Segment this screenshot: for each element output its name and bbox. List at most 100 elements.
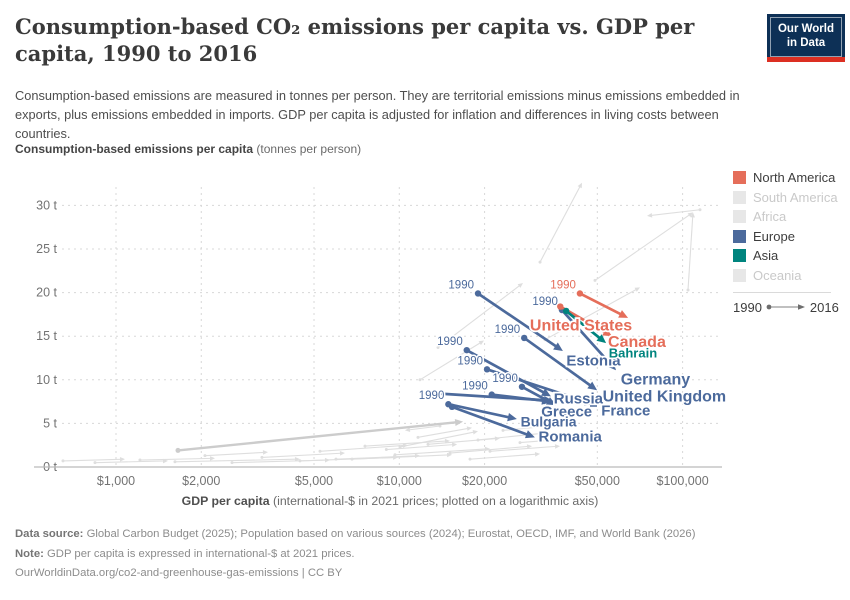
start-dot [518,383,526,390]
year-label: 1990 [462,381,488,393]
country-label-france[interactable]: France [599,401,652,422]
arrowhead [554,444,561,449]
footer-note: Note: GDP per capita is expressed in int… [15,547,355,560]
start-dot [468,457,472,461]
country-label-russia[interactable]: Russia [552,389,605,410]
year-label: 1990 [492,373,518,385]
country-label-canada[interactable]: Canada [606,332,667,353]
start-dot [230,461,234,465]
arrowhead [262,450,269,455]
arrowhead [618,310,629,318]
start-dot [61,459,65,463]
year-label: 1990 [495,324,521,336]
start-dot [518,441,522,445]
background-arrow [350,452,453,461]
arrowhead [634,287,641,292]
year-label: 1990 [437,336,463,348]
arrowhead [587,381,598,391]
legend-swatch [733,229,746,243]
year-label: 1990 [419,390,445,402]
arrowhead [209,456,216,461]
footer: Data source: Global Carbon Budget (2025)… [15,527,835,586]
arrowhead [690,212,695,218]
legend-label: Oceania [753,267,802,283]
arrowhead [494,436,500,441]
legend-swatch [733,249,746,262]
legend-item-south-america[interactable]: South America [733,190,845,205]
country-label-romania[interactable]: Romania [537,427,605,448]
start-dot [424,389,432,397]
legend-label: Africa [753,209,787,224]
legend-label: Europe [753,228,795,244]
x-tick-label: $50,000 [575,474,620,488]
background-arrow [398,429,479,449]
background-arrow-thick [175,418,464,453]
country-label-bulgaria[interactable]: Bulgaria [519,412,579,432]
year-label: 1990 [550,279,576,291]
x-tick-label: $10,000 [377,474,422,488]
y-axis-title: Consumption-based emissions per capita (… [15,142,362,156]
arrowhead [404,427,411,433]
country-label-germany[interactable]: Germany [619,370,692,391]
page-subtitle: Consumption-based emissions are measured… [15,88,740,141]
start-dot [521,334,528,342]
background-arrow [476,431,546,442]
start-dot [448,403,456,411]
start-dot [93,461,97,465]
background-arrow [647,208,702,218]
legend-swatch [733,190,746,204]
footer-url[interactable]: OurWorldinData.org/co2-and-greenhouse-ga… [15,567,343,579]
background-arrow [418,340,485,382]
country-label-greece[interactable]: Greece [540,402,594,423]
legend-item-africa[interactable]: Africa [733,209,845,224]
x-tick-label: $1,000 [97,474,135,488]
arrow-russia [463,346,551,397]
start-dot [448,451,452,455]
background-arrow [230,457,330,465]
start-dot [260,455,264,459]
country-label-bahrain[interactable]: Bahrain [607,344,659,363]
start-dot [318,449,322,453]
arrowhead [451,442,458,447]
country-label-estonia[interactable]: Estonia [565,351,623,372]
legend-item-oceania[interactable]: Oceania [733,268,845,283]
owid-logo-text: Our World in Data [770,17,842,57]
arrowhead [582,435,589,441]
y-tick-label: 10 t [36,373,57,387]
arrowhead [534,451,541,457]
start-dot [436,346,440,350]
background-arrow [384,442,458,452]
y-tick-label: 30 t [36,198,57,212]
range-arrow-icon [766,304,805,310]
legend-item-north-america[interactable]: North America [733,170,845,185]
legend: North America South America Africa Europe As… [733,170,845,315]
arrowhead [446,452,453,458]
range-end-year: 2016 [809,299,839,315]
y-tick-label: 20 t [36,286,57,300]
y-tick-label: 25 t [36,242,57,256]
background-arrow [593,212,694,282]
arrowhead [119,456,126,462]
arrowhead [687,212,694,218]
year-label: 1990 [448,279,474,291]
start-dot [363,444,367,448]
start-dot [334,457,338,461]
start-dot [398,445,402,449]
background-arrow [448,444,533,455]
country-label-united-states[interactable]: United States [528,316,634,337]
arrowhead [602,328,613,337]
start-dot [138,458,142,462]
arrowhead [606,360,617,371]
start-dot [384,448,388,452]
start-dot [476,438,480,442]
country-label-united-kingdom[interactable]: United Kingdom [601,387,728,408]
start-dot [576,290,584,297]
legend-item-europe[interactable]: Europe [733,229,845,244]
background-arrow [138,456,216,462]
owid-logo[interactable]: Our World in Data [767,14,845,62]
start-dot [483,366,491,373]
start-dot [562,307,570,315]
x-tick-label: $2,000 [182,474,220,488]
legend-item-asia[interactable]: Asia [733,248,845,263]
arrowhead [478,340,485,346]
